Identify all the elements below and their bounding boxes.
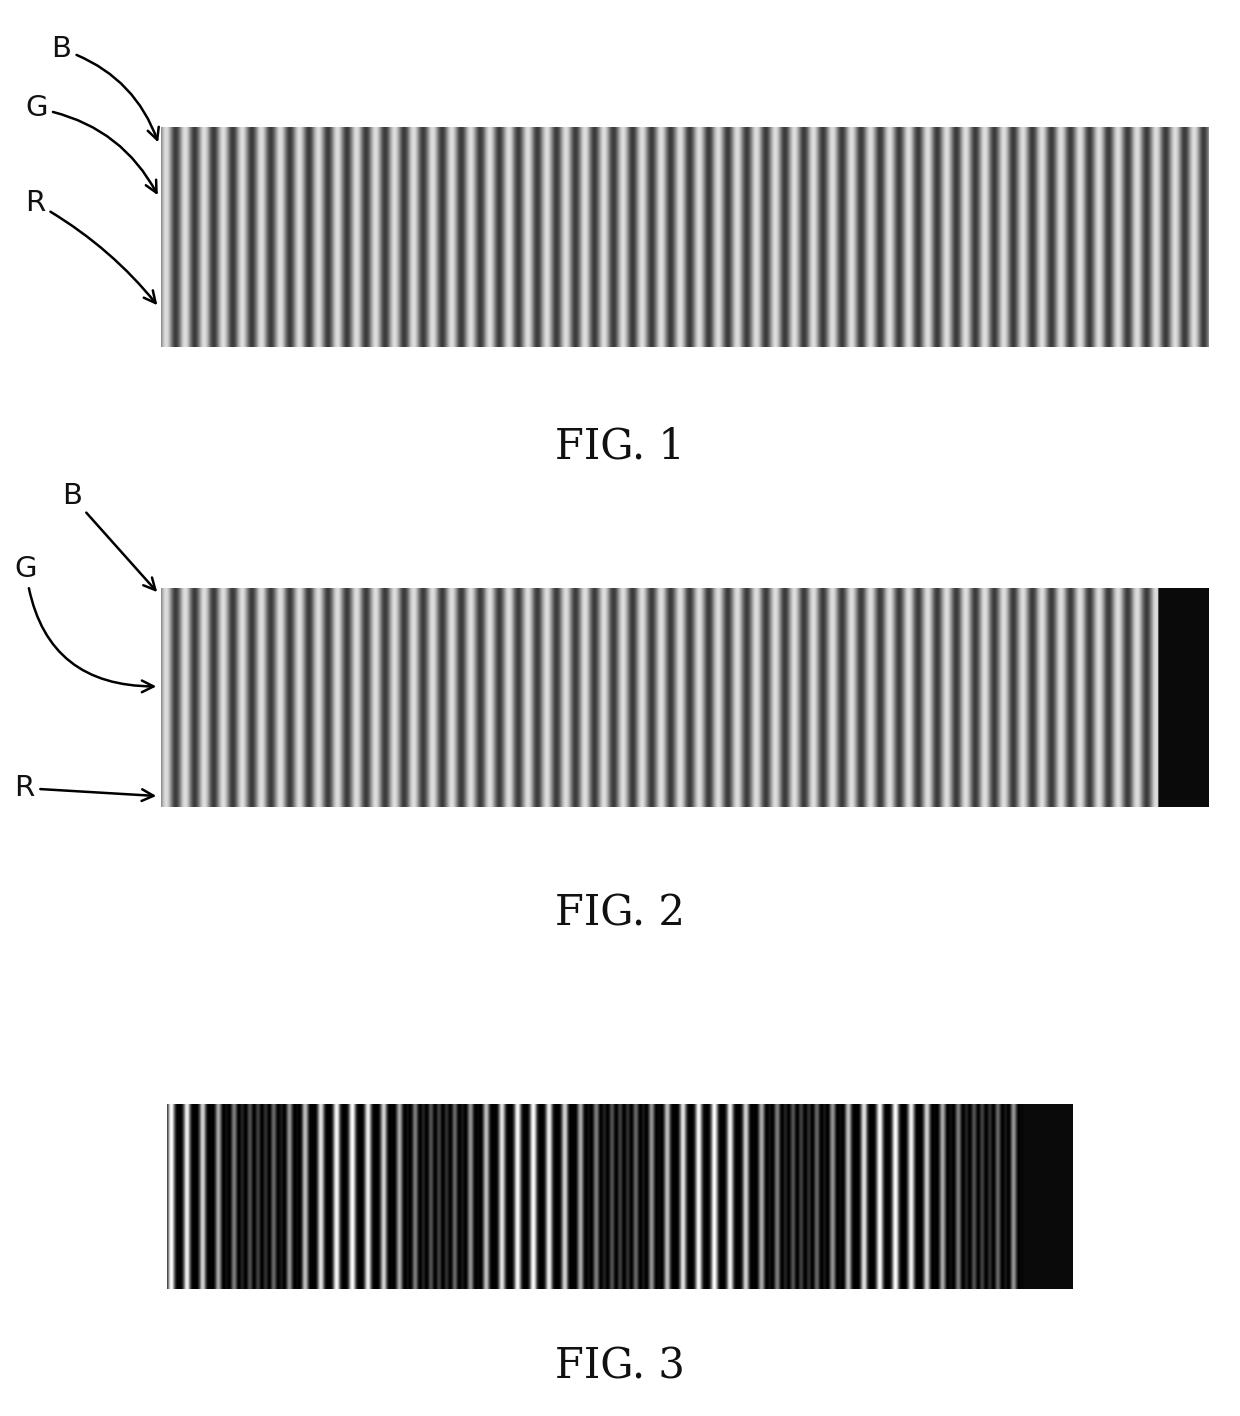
- Text: G: G: [25, 95, 156, 193]
- Text: R: R: [15, 775, 154, 801]
- Text: G: G: [15, 555, 154, 692]
- Text: B: B: [62, 483, 155, 590]
- Text: FIG. 2: FIG. 2: [556, 892, 684, 935]
- Text: FIG. 1: FIG. 1: [556, 425, 684, 467]
- Text: FIG. 3: FIG. 3: [556, 1345, 684, 1388]
- Text: R: R: [25, 188, 155, 303]
- Text: B: B: [51, 35, 159, 140]
